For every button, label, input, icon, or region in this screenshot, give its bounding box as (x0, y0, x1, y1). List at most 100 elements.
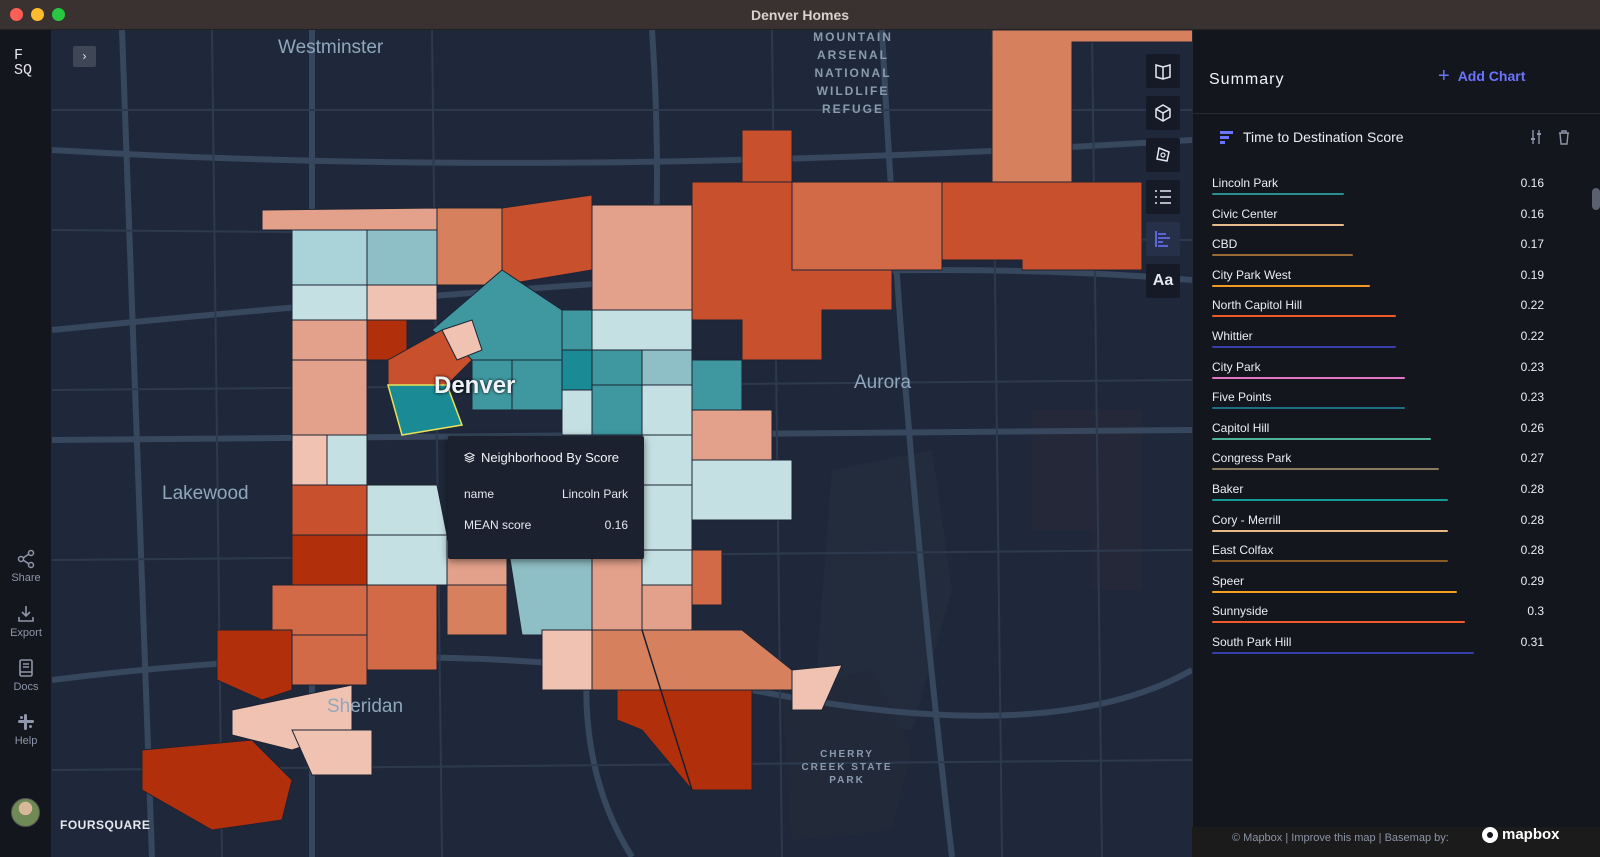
docs-label: Docs (13, 681, 39, 693)
tooltip-title: Neighborhood By Score (464, 450, 628, 465)
bar-row[interactable]: Congress Park 0.27 (1212, 451, 1544, 482)
map-toolbar: Aa (1146, 54, 1180, 306)
bar-value: 0.28 (1520, 512, 1544, 527)
tooltip-value: 0.16 (604, 518, 628, 532)
minimize-window-button[interactable] (31, 8, 44, 21)
bar (1212, 223, 1344, 226)
map-label-lakewood: Lakewood (162, 483, 249, 504)
3d-view-button[interactable] (1146, 96, 1180, 130)
foursquare-logo[interactable]: F SQ (14, 48, 32, 78)
share-label: Share (11, 572, 41, 584)
app-rail: F SQ Share Export Docs Help (0, 30, 52, 857)
bar-value: 0.31 (1520, 634, 1544, 649)
map-canvas[interactable]: › Westminster Denver Aurora Lakewood She… (52, 30, 1192, 857)
bar-row[interactable]: North Capitol Hill 0.22 (1212, 298, 1544, 329)
tooltip-key: name (464, 487, 495, 501)
chart-card: Time to Destination Score Lincoln Park 0.… (1193, 115, 1600, 654)
draw-polygon-icon (1156, 146, 1170, 162)
map-panel-toggle-button[interactable]: › (73, 46, 96, 67)
bar-label: South Park Hill (1212, 634, 1292, 649)
bar-row[interactable]: East Colfax 0.28 (1212, 543, 1544, 574)
arsenal-line-1: MOUNTAIN (813, 30, 893, 44)
close-window-button[interactable] (10, 8, 23, 21)
logo-line-2: SQ (14, 62, 33, 79)
tooltip-title-text: Neighborhood By Score (481, 450, 620, 465)
arsenal-line-3: NATIONAL (814, 66, 892, 80)
help-label: Help (14, 735, 38, 747)
bar-row[interactable]: Cory - Merrill 0.28 (1212, 512, 1544, 544)
arsenal-line-4: WILDLIFE (816, 84, 890, 98)
docs-icon (19, 659, 33, 677)
bar-value: 0.28 (1520, 481, 1544, 496)
bar (1212, 651, 1474, 654)
bar-row[interactable]: Lincoln Park 0.16 (1212, 176, 1544, 207)
bar-row[interactable]: Capitol Hill 0.26 (1212, 420, 1544, 452)
bar (1212, 498, 1448, 501)
bar (1212, 621, 1465, 624)
panel-header: Summary + Add Chart (1193, 30, 1600, 114)
layers-list-button[interactable] (1146, 180, 1180, 214)
bar-label: Congress Park (1212, 451, 1292, 466)
text-labels-button[interactable]: Aa (1146, 264, 1180, 298)
split-map-icon (1155, 64, 1171, 80)
bar-row[interactable]: South Park Hill 0.31 (1212, 634, 1544, 666)
add-chart-button[interactable]: + Add Chart (1438, 66, 1526, 86)
panel-scrollbar[interactable] (1592, 188, 1600, 210)
bar-row[interactable]: Speer 0.29 (1212, 574, 1544, 605)
maximize-window-button[interactable] (52, 8, 65, 21)
draw-polygon-button[interactable] (1146, 138, 1180, 172)
text-aa-icon: Aa (1152, 272, 1174, 289)
slack-icon (18, 714, 34, 730)
logo-line-1: F (14, 47, 24, 64)
export-button[interactable]: Export (0, 604, 52, 639)
bar-value: 0.16 (1520, 206, 1544, 221)
help-button[interactable]: Help (0, 712, 52, 747)
bar-row[interactable]: Sunnyside 0.3 (1212, 604, 1544, 635)
trash-icon[interactable] (1557, 129, 1571, 145)
bar-row[interactable]: City Park 0.23 (1212, 360, 1544, 391)
bar (1212, 590, 1457, 593)
bar-value: 0.26 (1520, 420, 1544, 435)
bar-label: CBD (1212, 237, 1238, 252)
user-avatar[interactable] (11, 798, 40, 827)
bar-label: Whittier (1212, 328, 1253, 343)
3d-cube-icon (1155, 104, 1171, 122)
feature-tooltip: Neighborhood By Score name Lincoln Park … (448, 436, 644, 559)
bar-row[interactable]: City Park West 0.19 (1212, 268, 1544, 299)
bar-value: 0.22 (1520, 328, 1544, 343)
bar (1212, 284, 1370, 287)
bar-chart: Lincoln Park 0.16 Civic Center 0.16 CBD 0.17 C… (1212, 176, 1544, 666)
bar-value: 0.19 (1520, 267, 1544, 282)
bar-label: East Colfax (1212, 543, 1274, 558)
map-label-sheridan: Sheridan (327, 696, 404, 717)
bar-value: 0.22 (1520, 298, 1544, 313)
chart-title: Time to Destination Score (1243, 129, 1404, 145)
bar-value: 0.17 (1520, 237, 1544, 252)
docs-button[interactable]: Docs (0, 658, 52, 693)
bar-value: 0.16 (1520, 176, 1544, 190)
sliders-icon[interactable] (1529, 129, 1543, 145)
bar-row[interactable]: Civic Center 0.16 (1212, 207, 1544, 238)
bar-label: Cory - Merrill (1212, 512, 1281, 527)
bar-label: Capitol Hill (1212, 420, 1270, 435)
tooltip-row: name Lincoln Park (464, 487, 628, 501)
map-attribution[interactable]: © Mapbox | Improve this map | Basemap by… (1232, 832, 1449, 844)
bar-label: Baker (1212, 481, 1244, 496)
share-button[interactable]: Share (0, 549, 52, 584)
bar-row[interactable]: Baker 0.28 (1212, 481, 1544, 513)
tooltip-key: MEAN score (464, 518, 532, 532)
split-map-button[interactable] (1146, 54, 1180, 88)
layer-stack-icon (464, 452, 475, 463)
arsenal-park-label: MOUNTAIN ARSENAL NATIONAL WILDLIFE REFUG… (788, 30, 918, 118)
chart-icon (1155, 231, 1170, 247)
bar-row[interactable]: Five Points 0.23 (1212, 390, 1544, 421)
window-title: Denver Homes (750, 6, 850, 23)
arsenal-line-5: REFUGE (821, 102, 884, 116)
mapbox-logo-icon (1482, 826, 1498, 843)
bar-value: 0.29 (1520, 573, 1544, 588)
charts-button[interactable] (1146, 222, 1180, 256)
bar-row[interactable]: CBD 0.17 (1212, 237, 1544, 268)
add-chart-label: Add Chart (1457, 68, 1526, 84)
bar-row[interactable]: Whittier 0.22 (1212, 328, 1544, 360)
cherry-creek-line-2: CREEK STATE (801, 762, 893, 773)
